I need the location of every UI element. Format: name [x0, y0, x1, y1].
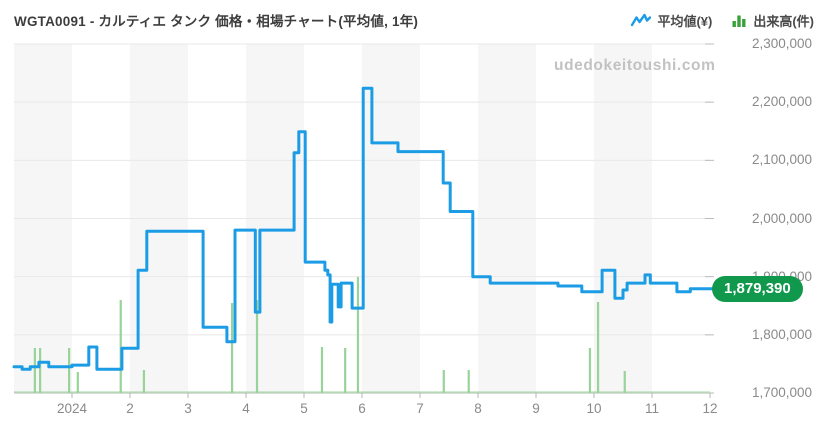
y-axis-tick-label: 2,100,000	[751, 152, 812, 168]
x-axis-tick-label: 2024	[56, 401, 88, 416]
legend-label-average-price: 平均値(¥)	[657, 13, 713, 29]
x-axis-tick-label: 4	[242, 401, 250, 416]
current-price-badge: 1,879,390	[712, 275, 803, 302]
x-axis-tick-label: 8	[474, 401, 482, 416]
x-axis-tick-label: 5	[300, 401, 308, 416]
y-axis-tick-label: 2,300,000	[751, 36, 812, 51]
volume-bars	[14, 277, 710, 393]
x-axis-tick-label: 11	[644, 401, 659, 416]
line-zigzag-icon	[631, 13, 652, 26]
y-axis-tick-label: 1,700,000	[751, 385, 812, 400]
price-step-line	[12, 86, 716, 371]
chart-title: WGTA0091 - カルティエ タンク 価格・相場チャート(平均値, 1年)	[14, 14, 419, 29]
legend-label-volume: 出来高(件)	[753, 13, 814, 29]
x-axis-tick-label: 12	[702, 401, 718, 416]
watermark: udedokeitoushi.com	[554, 57, 716, 74]
x-axis-tick-label: 2	[126, 401, 134, 416]
x-axis-tick-label: 9	[532, 401, 540, 416]
legend-item-volume[interactable]: 出来高(件)	[732, 11, 814, 30]
y-axis-tick-label: 1,800,000	[751, 326, 812, 342]
x-axis-tick-label: 7	[416, 401, 424, 416]
legend-item-average-price[interactable]: 平均値(¥)	[631, 11, 712, 30]
x-axis-tick-label: 10	[586, 401, 602, 416]
y-axis-tick-label: 2,000,000	[751, 210, 812, 226]
bar-chart-icon	[732, 15, 746, 27]
legend: 平均値(¥) 出来高(件)	[631, 11, 814, 30]
x-axis-tick-label: 6	[358, 401, 366, 416]
y-axis-tick-label: 2,200,000	[751, 94, 812, 110]
x-axis-tick-label: 3	[184, 401, 192, 416]
chart-header: WGTA0091 - カルティエ タンク 価格・相場チャート(平均値, 1年) …	[14, 9, 814, 31]
